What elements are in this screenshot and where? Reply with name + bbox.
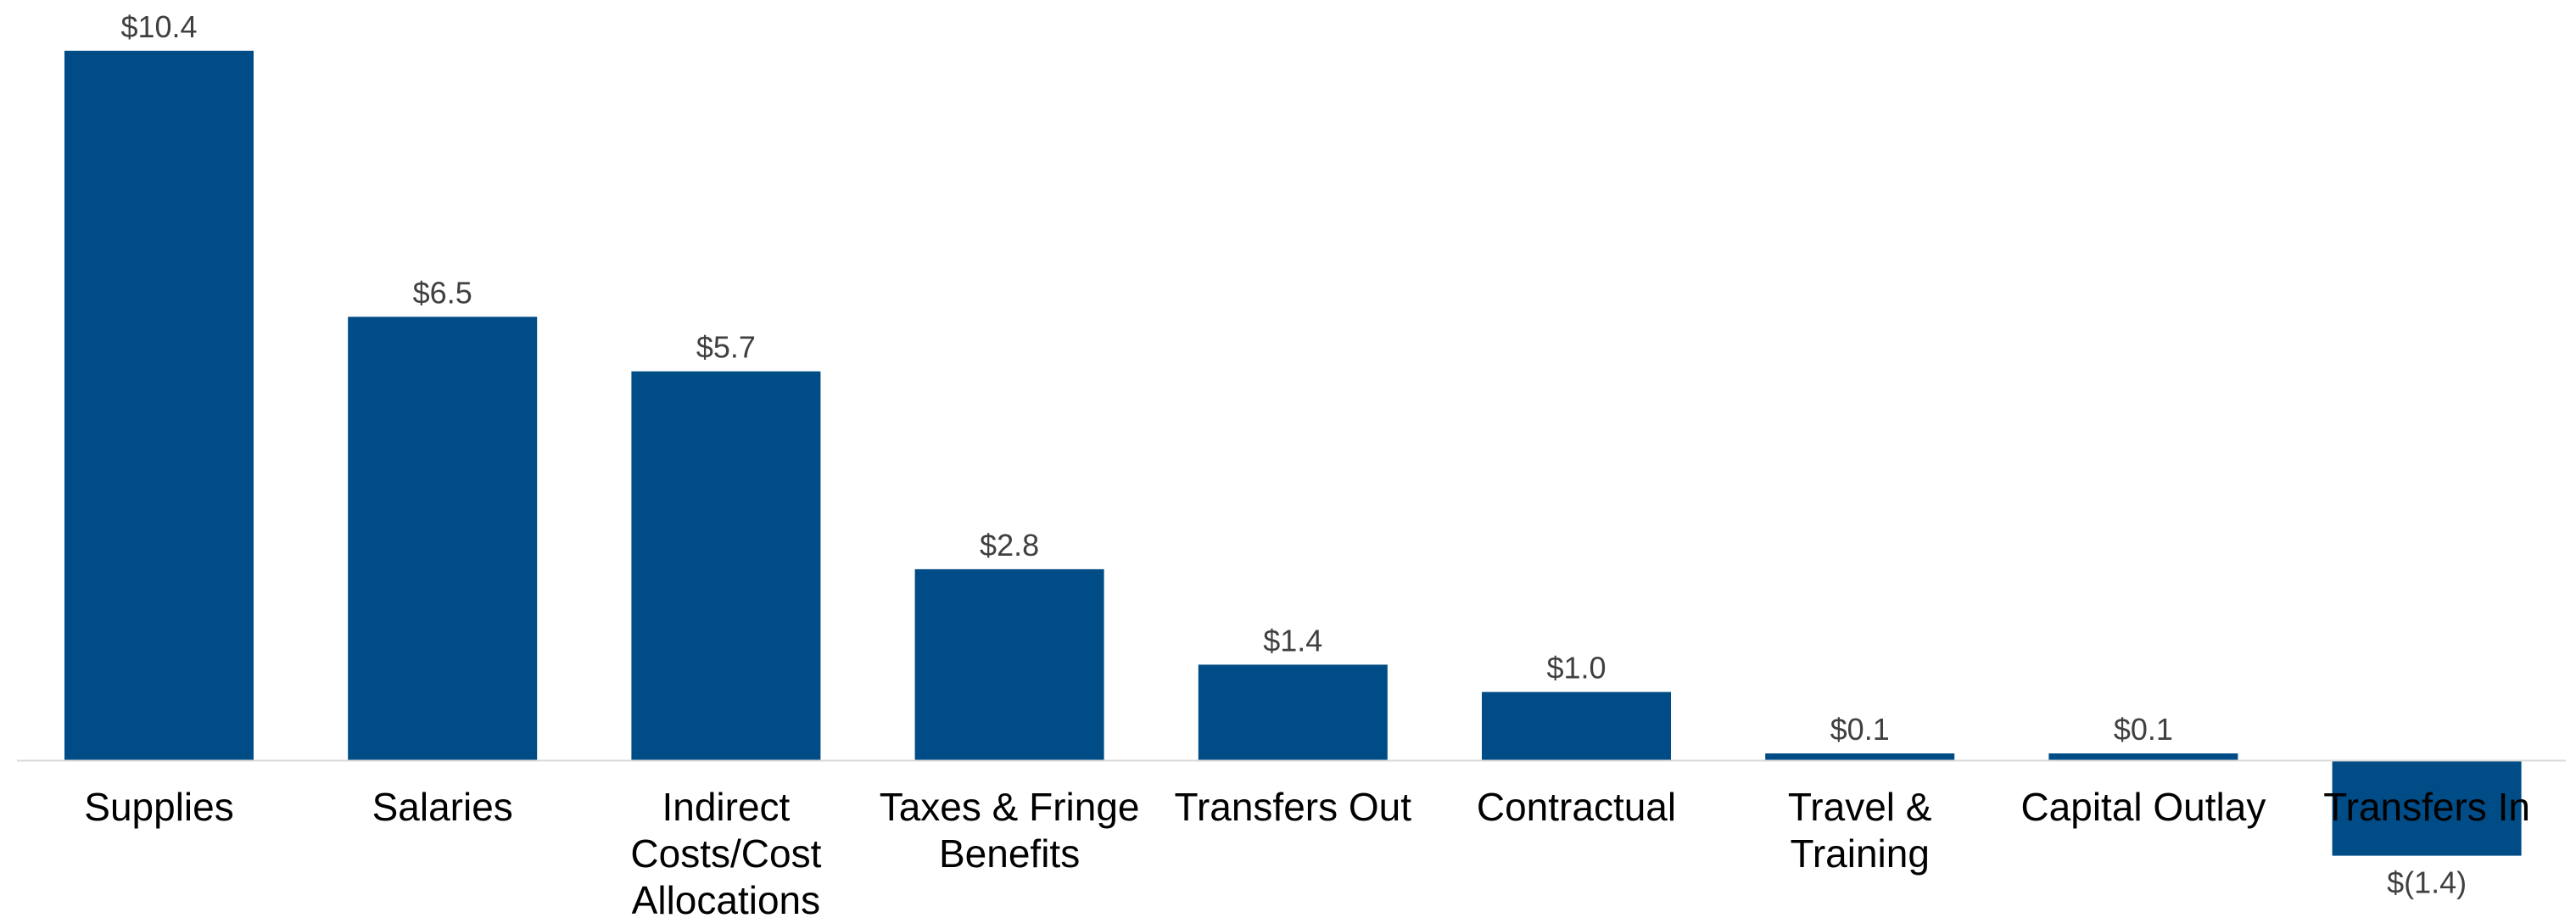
category-label: Allocations [632, 878, 820, 918]
bar [64, 50, 254, 761]
category-label: Benefits [939, 831, 1080, 876]
data-label: $1.0 [1546, 651, 1606, 686]
data-label: $2.8 [980, 528, 1039, 563]
data-labels-group: $10.4 $6.5 $5.7 $2.8 $1.4 $1.0 $0.1 $0.1 $(1.4) [120, 9, 2467, 900]
data-label: $10.4 [120, 9, 197, 44]
bar [631, 371, 821, 760]
category-label: Training [1790, 831, 1929, 876]
category-label: Salaries [372, 785, 513, 829]
data-label: $1.4 [1263, 623, 1322, 658]
category-label: Taxes & Fringe [880, 785, 1140, 829]
category-labels-group: Supplies Salaries IndirectCosts/CostAlloca… [84, 785, 2530, 918]
bars-group [64, 50, 2522, 856]
bar [1765, 753, 1955, 760]
data-label: $0.1 [2114, 712, 2173, 747]
category-label: Transfers In [2323, 785, 2530, 829]
category-label: Supplies [84, 785, 233, 829]
bar [914, 568, 1104, 760]
bar [1198, 664, 1388, 760]
category-label: Indirect [662, 785, 790, 829]
bar [2332, 760, 2522, 856]
category-label: Costs/Cost [630, 831, 821, 876]
data-label: $0.1 [1830, 712, 1890, 747]
bar [1482, 691, 1671, 760]
bar [348, 316, 538, 760]
data-label: $6.5 [413, 275, 472, 310]
data-label: $5.7 [696, 330, 756, 365]
category-label: Transfers Out [1175, 785, 1412, 829]
data-label: $(1.4) [2387, 865, 2467, 900]
bar [2048, 753, 2238, 760]
category-label: Contractual [1477, 785, 1676, 829]
category-label: Travel & [1788, 785, 1932, 829]
category-label: Capital Outlay [2020, 785, 2266, 829]
